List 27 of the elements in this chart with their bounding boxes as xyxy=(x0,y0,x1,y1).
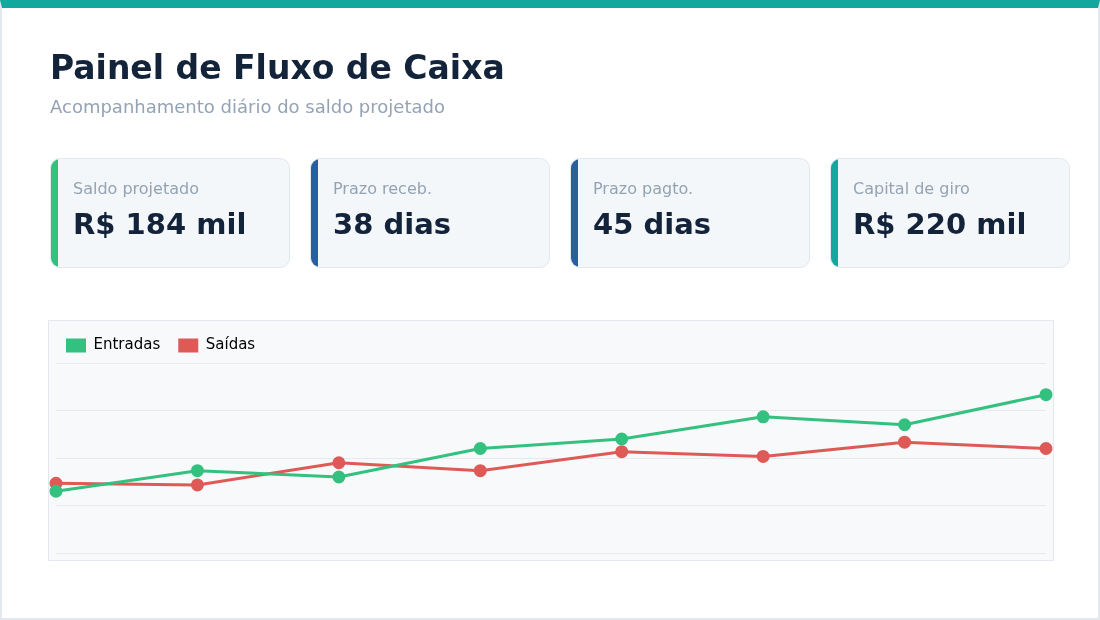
point xyxy=(190,478,204,492)
point xyxy=(898,435,912,449)
point xyxy=(615,432,629,446)
point xyxy=(756,449,770,463)
point xyxy=(1039,442,1053,455)
text: 45 dias xyxy=(593,207,711,241)
point xyxy=(756,410,770,424)
point xyxy=(473,464,487,478)
text: Acompanhamento diário do saldo projetado xyxy=(50,96,445,117)
point xyxy=(615,445,629,459)
text: Prazo receb. xyxy=(333,179,432,198)
text: Prazo pagto. xyxy=(593,179,694,198)
text: 38 dias xyxy=(333,207,451,241)
point xyxy=(1039,388,1053,402)
point xyxy=(49,484,63,498)
point xyxy=(332,470,346,484)
legend-label: Saídas xyxy=(205,335,256,354)
point xyxy=(332,456,346,470)
text: R$ 184 mil xyxy=(73,207,247,241)
text: R$ 220 mil xyxy=(853,207,1027,241)
text: Painel de Fluxo de Caixa xyxy=(50,48,505,87)
point xyxy=(473,442,487,455)
legend-label: Entradas xyxy=(93,335,161,354)
point xyxy=(898,418,912,432)
text: Saldo projetado xyxy=(73,179,199,198)
text: Capital de giro xyxy=(853,179,970,198)
point xyxy=(190,464,204,478)
